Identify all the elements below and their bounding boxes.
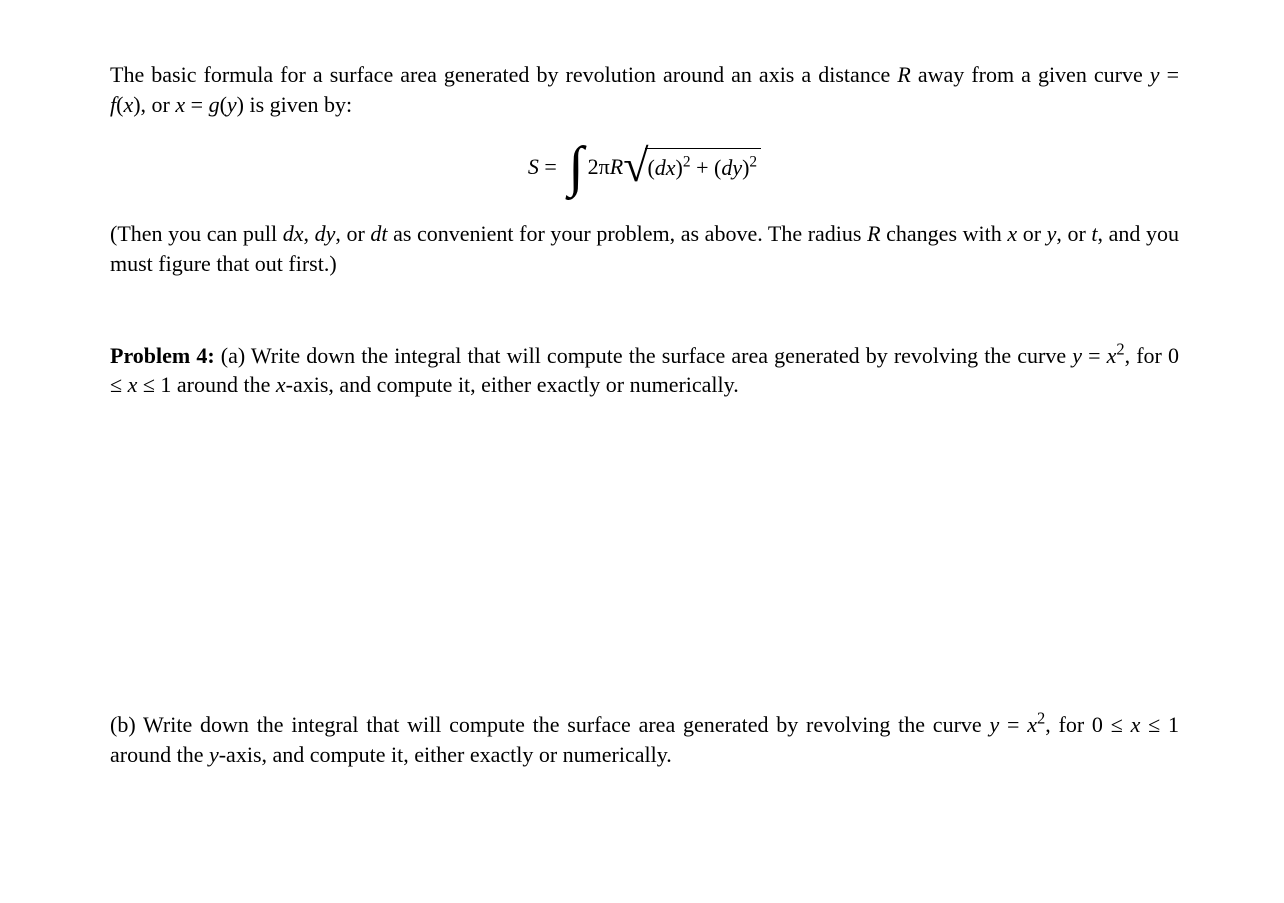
- var-R: R: [897, 62, 910, 87]
- exp: 2: [683, 154, 691, 171]
- text: (: [647, 155, 654, 180]
- var-x: x: [1007, 221, 1017, 246]
- text: (Then you can pull: [110, 221, 283, 246]
- text: =: [999, 712, 1027, 737]
- text: (b) Write down the integral that will co…: [110, 712, 989, 737]
- document-page: The basic formula for a surface area gen…: [0, 0, 1284, 903]
- display-equation: S = ∫2πR√(dx)2 + (dy)2: [110, 141, 1179, 197]
- text: ): [676, 155, 683, 180]
- text: =: [185, 92, 208, 117]
- text: , or: [1056, 221, 1091, 246]
- text: ), or: [133, 92, 175, 117]
- var-x: x: [128, 372, 138, 397]
- integral-sign: ∫: [568, 139, 583, 195]
- var-y: y: [1072, 343, 1082, 368]
- var-R: R: [610, 154, 623, 179]
- var-dy: dy: [721, 155, 742, 180]
- var-S: S: [528, 154, 539, 179]
- text: =: [1160, 62, 1179, 87]
- var-y: y: [1047, 221, 1057, 246]
- problem-label: Problem 4:: [110, 343, 215, 368]
- var-x: x: [1131, 712, 1141, 737]
- problem-4a: Problem 4: (a) Write down the integral t…: [110, 341, 1179, 400]
- var-y: y: [989, 712, 999, 737]
- var-x: x: [123, 92, 133, 117]
- text: changes with: [881, 221, 1008, 246]
- equation-body: S = ∫2πR√(dx)2 + (dy)2: [528, 141, 761, 197]
- var-R: R: [867, 221, 880, 246]
- text: ,: [303, 221, 314, 246]
- text: -axis, and compute it, either exactly or…: [219, 742, 672, 767]
- var-dy: dy: [315, 221, 336, 246]
- radicand: (dx)2 + (dy)2: [645, 148, 761, 183]
- text: away from a given curve: [911, 62, 1150, 87]
- var-x: x: [276, 372, 286, 397]
- spacer: [110, 400, 1179, 710]
- text: , for 0 ≤: [1045, 712, 1130, 737]
- exp: 2: [1037, 709, 1045, 728]
- var-dx: dx: [283, 221, 304, 246]
- text: as convenient for your problem, as above…: [388, 221, 868, 246]
- text: -axis, and compute it, either exactly or…: [286, 372, 739, 397]
- text: ≤ 1 around the: [137, 372, 276, 397]
- text: or: [1017, 221, 1047, 246]
- text: The basic formula for a surface area gen…: [110, 62, 897, 87]
- intro-paragraph: The basic formula for a surface area gen…: [110, 60, 1179, 119]
- var-dx: dx: [655, 155, 676, 180]
- note-paragraph: (Then you can pull dx, dy, or dt as conv…: [110, 219, 1179, 278]
- text: (a) Write down the integral that will co…: [215, 343, 1073, 368]
- var-x2: x: [175, 92, 185, 117]
- text: (: [220, 92, 227, 117]
- var-y: y: [209, 742, 219, 767]
- exp: 2: [749, 154, 757, 171]
- var-dt: dt: [370, 221, 387, 246]
- text: , or: [335, 221, 370, 246]
- text: 2π: [588, 154, 610, 179]
- var-y: y: [1150, 62, 1160, 87]
- var-y2: y: [227, 92, 237, 117]
- text: +: [691, 155, 714, 180]
- spacer: [110, 279, 1179, 341]
- var-x: x: [1107, 343, 1117, 368]
- problem-4b: (b) Write down the integral that will co…: [110, 710, 1179, 769]
- text: =: [539, 154, 562, 179]
- var-g: g: [209, 92, 220, 117]
- text: =: [1082, 343, 1107, 368]
- text: ) is given by:: [237, 92, 353, 117]
- var-x: x: [1027, 712, 1037, 737]
- exp: 2: [1116, 339, 1124, 358]
